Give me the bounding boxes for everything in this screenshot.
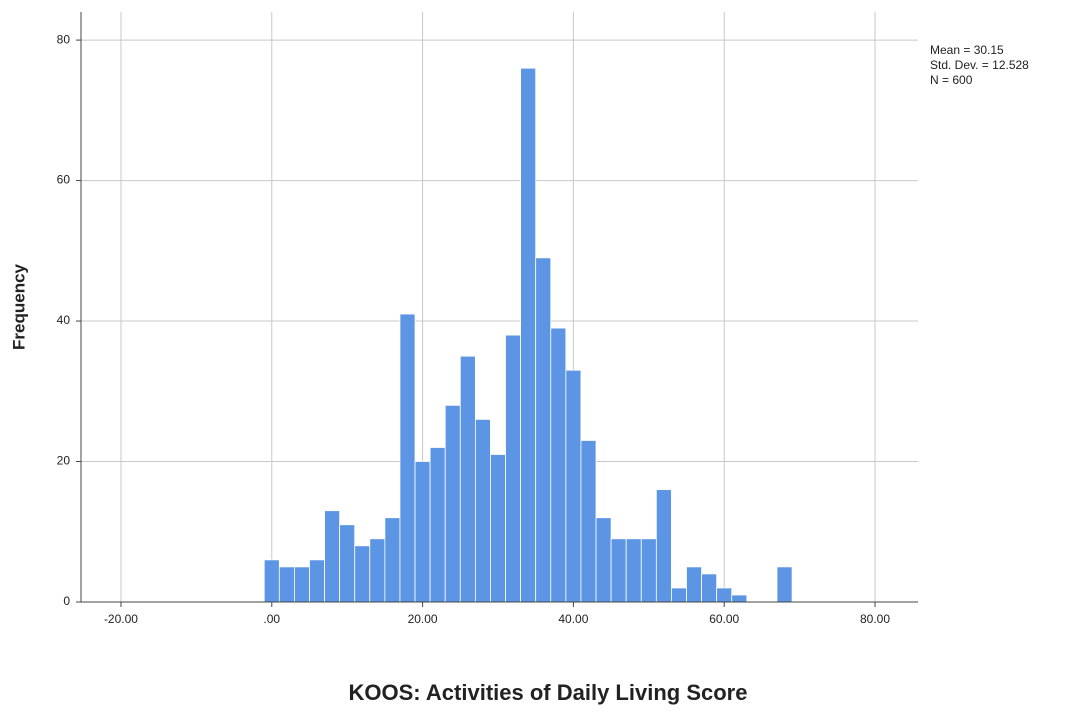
bar: [339, 524, 356, 603]
bar: [459, 355, 476, 603]
x-tick-label: 80.00: [860, 612, 890, 626]
y-tick-label: 20: [57, 454, 71, 468]
bar: [535, 257, 552, 603]
annotation: Mean = 30.15: [930, 43, 1004, 57]
bar: [731, 594, 748, 603]
bar: [655, 489, 672, 603]
bar: [429, 447, 446, 603]
bar: [505, 334, 522, 603]
annotation: Std. Dev. = 12.528: [930, 58, 1029, 72]
bar: [474, 418, 491, 603]
bar: [716, 587, 733, 603]
y-axis-label: Frequency: [9, 263, 28, 350]
bar: [414, 461, 431, 603]
bar: [384, 517, 401, 603]
x-tick-label: 40.00: [558, 612, 588, 626]
bar: [324, 510, 341, 603]
bar: [293, 566, 310, 603]
bar: [278, 566, 295, 603]
annotation: N = 600: [930, 73, 973, 87]
x-axis-label: KOOS: Activities of Daily Living Score: [349, 680, 748, 705]
bar: [686, 566, 702, 603]
bar: [701, 573, 718, 603]
x-tick-label: 60.00: [709, 612, 739, 626]
bar: [625, 538, 642, 603]
bar: [580, 440, 597, 603]
x-tick-label: -20.00: [104, 612, 138, 626]
bar: [550, 327, 567, 603]
bar: [671, 587, 687, 603]
y-tick-label: 80: [57, 32, 71, 46]
y-tick-label: 40: [57, 313, 71, 327]
x-tick-label: 20.00: [408, 612, 438, 626]
bar: [369, 538, 386, 603]
bar: [444, 404, 461, 603]
bar: [565, 369, 582, 603]
bar: [490, 454, 506, 603]
y-tick-label: 60: [57, 173, 71, 187]
x-tick-label: .00: [263, 612, 280, 626]
y-tick-label: 0: [63, 594, 70, 608]
bar: [610, 538, 627, 603]
bar: [309, 559, 325, 603]
bar: [640, 538, 657, 603]
bar: [399, 313, 416, 603]
bar: [776, 566, 793, 603]
bar: [595, 517, 612, 603]
bar: [354, 545, 371, 603]
bar: [520, 67, 537, 603]
bar: [263, 559, 280, 603]
